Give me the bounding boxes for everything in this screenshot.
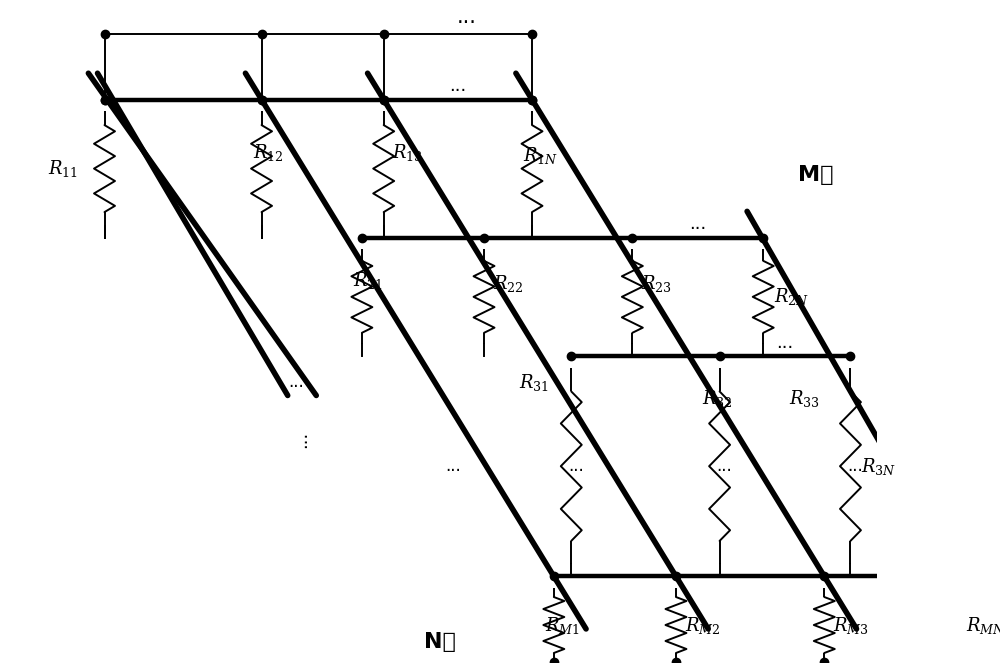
Text: $R_{M2}$: $R_{M2}$ <box>685 615 720 636</box>
Text: ...: ... <box>568 457 584 475</box>
Text: M行: M行 <box>798 165 834 185</box>
Text: $R_{31}$: $R_{31}$ <box>519 372 549 393</box>
Text: ...: ... <box>776 334 794 352</box>
Text: $R_{M3}$: $R_{M3}$ <box>833 615 869 636</box>
Text: $R_{12}$: $R_{12}$ <box>253 142 284 163</box>
Text: ...: ... <box>689 216 706 234</box>
Text: $R_{MN}$: $R_{MN}$ <box>966 615 1000 636</box>
Text: $R_{22}$: $R_{22}$ <box>493 273 523 294</box>
Text: $R_{11}$: $R_{11}$ <box>48 158 78 179</box>
Text: $R_{1N}$: $R_{1N}$ <box>523 145 559 166</box>
Text: ...: ... <box>847 457 863 475</box>
Text: $R_{3N}$: $R_{3N}$ <box>861 456 896 477</box>
Text: ...: ... <box>289 374 304 392</box>
Text: $R_{M1}$: $R_{M1}$ <box>545 615 580 636</box>
Text: $R_{23}$: $R_{23}$ <box>641 273 672 294</box>
Text: $R_{2N}$: $R_{2N}$ <box>774 286 809 307</box>
Text: ...: ... <box>716 457 732 475</box>
Text: $R_{33}$: $R_{33}$ <box>789 388 820 410</box>
Text: ...: ... <box>457 7 477 27</box>
Text: ...: ... <box>449 77 466 95</box>
Text: ...: ... <box>446 457 461 475</box>
Text: ...: ... <box>292 432 310 448</box>
Text: $R_{13}$: $R_{13}$ <box>392 142 423 163</box>
Text: N列: N列 <box>424 632 456 652</box>
Text: $R_{21}$: $R_{21}$ <box>353 270 383 291</box>
Text: $R_{32}$: $R_{32}$ <box>702 388 733 410</box>
